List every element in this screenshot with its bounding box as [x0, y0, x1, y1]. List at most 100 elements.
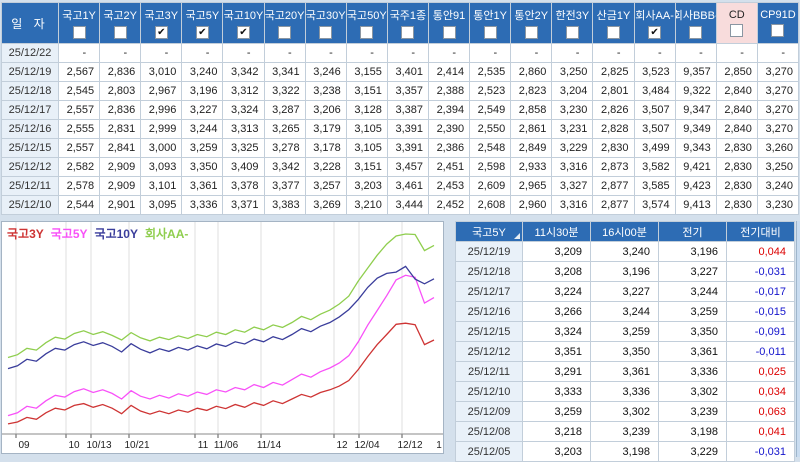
column-checkbox[interactable] [689, 26, 703, 39]
value-cell: 2,582 [57, 157, 101, 177]
quote-row: 25/12/17 3,224 3,227 3,244 -0,017 [455, 281, 795, 302]
value-cell: 2,999 [140, 119, 183, 139]
value-cell: - [99, 43, 142, 63]
value-cell: 3,196 [181, 81, 224, 101]
column-checkbox[interactable]: ✔ [154, 26, 168, 39]
table-row: 25/12/12 2,582 2,909 3,093 3,350 3,409 3,342 3,… [1, 157, 800, 177]
column-checkbox[interactable]: ✔ [236, 26, 250, 39]
value-cell: 3,313 [222, 119, 265, 139]
value-cell: 3,155 [345, 62, 388, 82]
column-checkbox[interactable] [524, 26, 538, 39]
value-cell: 3,401 [386, 62, 429, 82]
value-cell: 2,861 [510, 119, 553, 139]
value-cell: 3,265 [263, 119, 306, 139]
date-cell: 25/12/17 [455, 281, 523, 302]
value-cell: 3,269 [304, 195, 347, 215]
column-checkbox[interactable] [483, 26, 497, 39]
value-cell: 3,227 [181, 100, 224, 120]
value-cell: 3,246 [304, 62, 347, 82]
column-checkbox[interactable]: ✔ [648, 26, 662, 39]
value-cell: 2,578 [57, 176, 101, 196]
value-cell: 2,544 [57, 195, 101, 215]
value-cell: 3,095 [140, 195, 183, 215]
x-axis-label: 11/14 [257, 440, 282, 451]
value-cell: 3,302 [590, 401, 659, 422]
column-label: 국고5Y [185, 10, 220, 22]
quote-row: 25/12/08 3,218 3,239 3,198 0,041 [455, 421, 795, 442]
legend-item: 국고10Y [94, 227, 138, 241]
column-checkbox[interactable] [72, 26, 86, 39]
value-cell: 3,302 [658, 381, 727, 402]
date-cell: 25/12/12 [1, 157, 59, 177]
column-checkbox[interactable] [442, 26, 456, 39]
value-cell: 3,336 [590, 381, 659, 402]
column-checkbox[interactable] [771, 24, 785, 37]
column-checkbox[interactable] [565, 26, 579, 39]
value-cell: 2,386 [427, 138, 471, 158]
column-checkbox[interactable] [113, 26, 127, 39]
date-cell: 25/12/10 [1, 195, 59, 215]
column-header-4: 국고10Y ✔ [222, 2, 265, 44]
column-checkbox[interactable] [606, 26, 620, 39]
column-checkbox[interactable] [401, 26, 415, 39]
value-cell: 2,841 [99, 138, 142, 158]
diff-cell: -0,031 [726, 441, 795, 462]
value-cell: 3,270 [756, 119, 800, 139]
value-cell: 3,499 [633, 138, 676, 158]
value-cell: 3,270 [756, 62, 800, 82]
value-cell: 2,555 [57, 119, 101, 139]
value-cell: 2,967 [140, 81, 183, 101]
value-cell: 3,239 [658, 401, 727, 422]
value-cell: 3,259 [658, 301, 727, 322]
quote-scrollbar[interactable] [796, 221, 800, 457]
column-header-7: 국고50Y [345, 2, 388, 44]
value-cell: - [756, 43, 800, 63]
value-cell: 2,933 [510, 157, 553, 177]
value-cell: 2,394 [427, 100, 471, 120]
value-cell: 2,452 [427, 195, 471, 215]
column-checkbox[interactable] [319, 26, 333, 39]
diff-cell: 0,044 [726, 241, 795, 262]
value-cell: 9,357 [674, 62, 717, 82]
value-cell: 3,218 [522, 421, 591, 442]
value-cell: 2,567 [57, 62, 101, 82]
value-cell: 2,877 [592, 195, 635, 215]
table-row: 25/12/19 2,567 2,836 3,010 3,240 3,342 3,341 3,… [1, 62, 800, 82]
column-label: 통안1Y [473, 10, 507, 22]
value-cell: 3,383 [263, 195, 306, 215]
quote-title-header[interactable]: 국고5Y [455, 221, 523, 242]
value-cell: 3,101 [140, 176, 183, 196]
sort-handle-icon[interactable] [514, 233, 520, 239]
value-cell: 2,849 [510, 138, 553, 158]
column-checkbox[interactable] [730, 24, 744, 37]
date-cell: 25/12/15 [1, 138, 59, 158]
column-header-13: 산금1Y [592, 2, 635, 44]
value-cell: - [345, 43, 388, 63]
value-cell: 3,179 [304, 119, 347, 139]
column-checkbox[interactable] [360, 26, 374, 39]
value-cell: - [633, 43, 676, 63]
date-cell: 25/12/18 [1, 81, 59, 101]
value-cell: 2,414 [427, 62, 471, 82]
date-cell: 25/12/10 [455, 381, 523, 402]
value-cell: - [140, 43, 183, 63]
value-cell: 3,523 [633, 62, 676, 82]
date-cell: 25/12/15 [455, 321, 523, 342]
value-cell: - [263, 43, 306, 63]
column-label: 국고30Y [305, 10, 346, 22]
value-cell: - [674, 43, 717, 63]
value-cell: 2,901 [99, 195, 142, 215]
column-checkbox[interactable]: ✔ [195, 26, 209, 39]
column-checkbox[interactable] [278, 26, 292, 39]
value-cell: 3,257 [304, 176, 347, 196]
value-cell: - [57, 43, 101, 63]
date-cell: 25/12/16 [1, 119, 59, 139]
value-cell: 3,210 [345, 195, 388, 215]
quote-row: 25/12/18 3,208 3,196 3,227 -0,031 [455, 261, 795, 282]
value-cell: 3,260 [756, 138, 800, 158]
value-cell: 3,507 [633, 119, 676, 139]
value-cell: 2,828 [592, 119, 635, 139]
value-cell: 3,151 [345, 157, 388, 177]
value-cell: 3,582 [633, 157, 676, 177]
x-axis-label: 10 [68, 440, 80, 451]
